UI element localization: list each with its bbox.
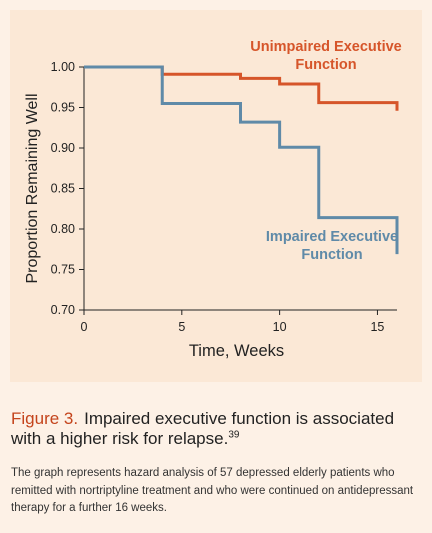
y-tick-label: 0.80 xyxy=(51,222,75,236)
figure-note: The graph represents hazard analysis of … xyxy=(11,467,414,514)
x-tick-label: 0 xyxy=(81,320,88,334)
series-label-unimpaired: Unimpaired Executive xyxy=(250,39,402,55)
caption-text: Impaired executive function is associate… xyxy=(11,409,395,448)
x-tick-label: 5 xyxy=(178,320,185,334)
series-label-unimpaired: Function xyxy=(295,57,356,73)
y-tick-label: 0.75 xyxy=(51,263,75,277)
series-label-impaired: Function xyxy=(301,247,362,263)
survival-chart: 1.00 0.95 0.90 0.85 0.80 0.75 0.70 0 5 10 15 Time, … xyxy=(24,39,402,360)
y-tick-label: 0.85 xyxy=(51,182,75,196)
figure-caption: Figure 3. Impaired executive function is … xyxy=(11,409,423,449)
figure-label: Figure 3. xyxy=(11,409,79,428)
x-tick-label: 15 xyxy=(370,320,384,334)
y-axis-title: Proportion Remaining Well xyxy=(24,93,41,283)
y-tick-label: 1.00 xyxy=(51,60,75,74)
y-tick-label: 0.95 xyxy=(51,101,75,115)
x-tick-label: 10 xyxy=(273,320,287,334)
y-tick-label: 0.90 xyxy=(51,141,75,155)
caption-reference: 39 xyxy=(228,429,240,441)
series-label-impaired: Impaired Executive xyxy=(266,229,398,245)
series-line-impaired xyxy=(84,65,399,255)
x-axis-title: Time, Weeks xyxy=(189,342,284,360)
chart-panel: 1.00 0.95 0.90 0.85 0.80 0.75 0.70 0 5 10 15 Time, … xyxy=(10,10,422,382)
y-tick-label: 0.70 xyxy=(51,303,75,317)
